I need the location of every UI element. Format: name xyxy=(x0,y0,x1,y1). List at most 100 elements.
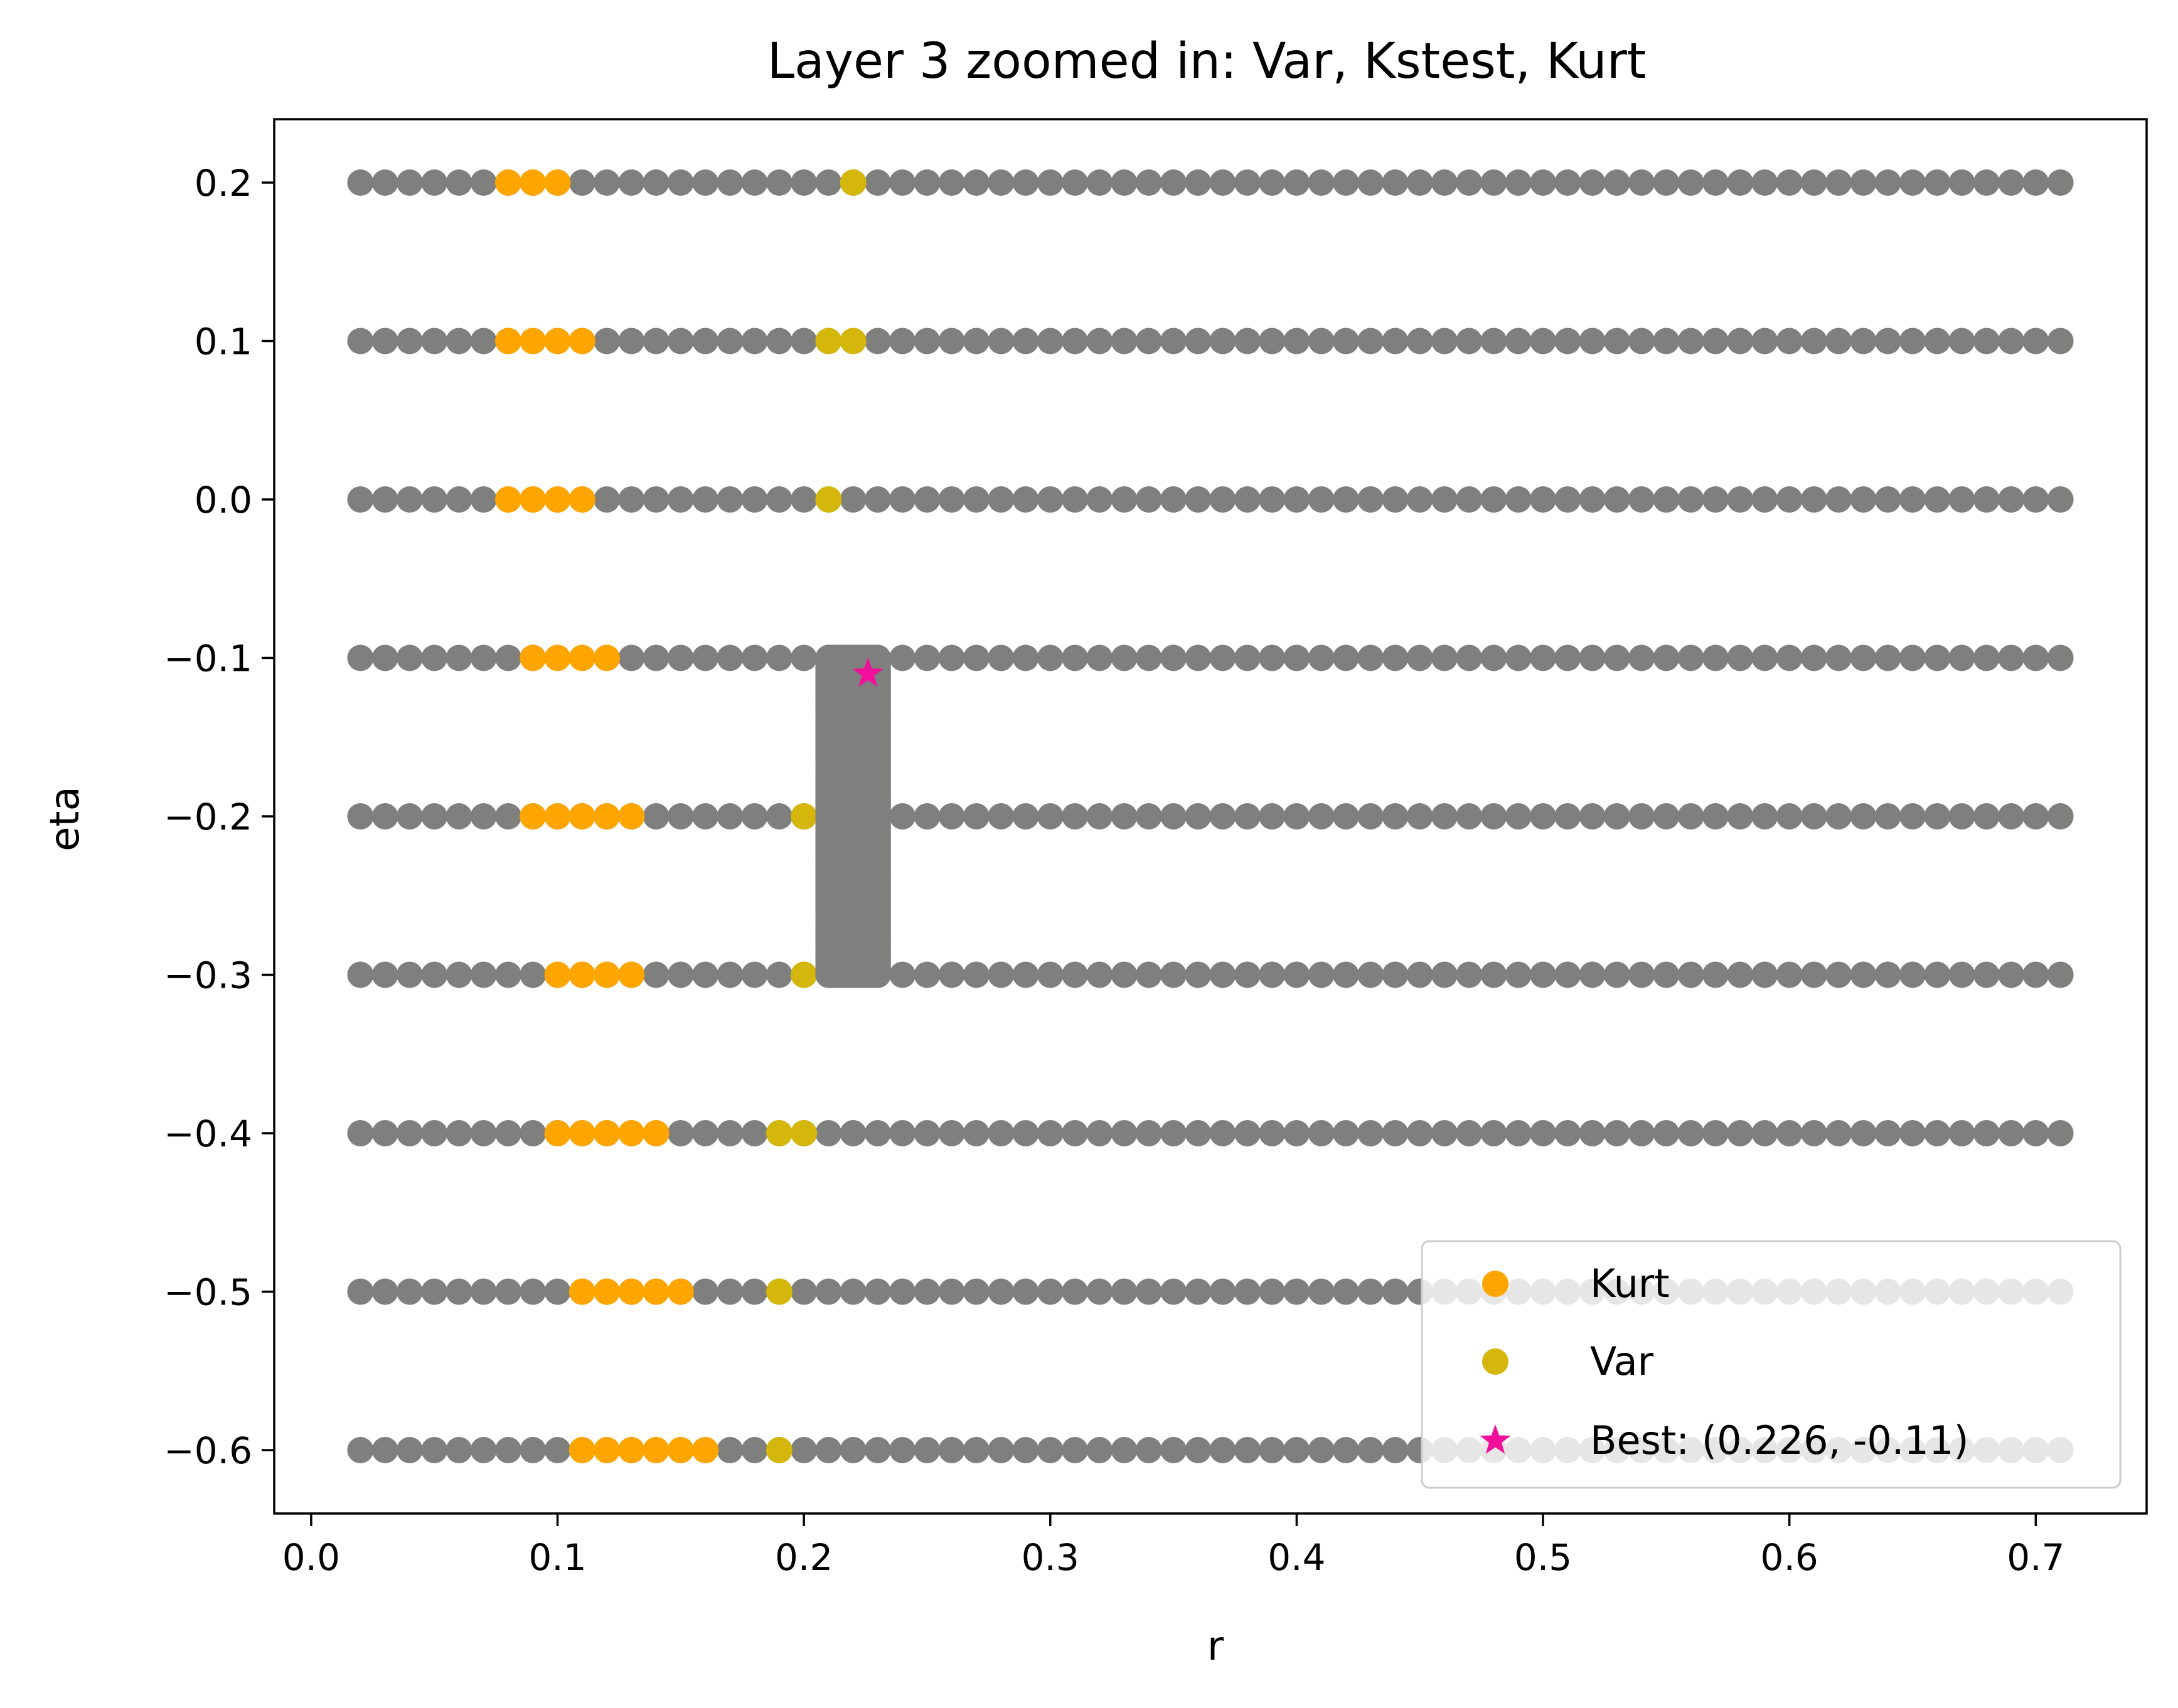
grid-point xyxy=(1308,328,1335,355)
grid-point xyxy=(1948,961,1975,988)
grid-point xyxy=(2022,328,2049,355)
legend: Kurt Var Best: (0.226, -0.11) xyxy=(1421,1240,2122,1489)
grid-point xyxy=(1234,328,1261,355)
grid-point xyxy=(1012,1437,1039,1463)
grid-point xyxy=(1948,486,1975,513)
kurt-point xyxy=(643,1437,670,1463)
grid-point xyxy=(1874,1120,1901,1146)
grid-point xyxy=(1554,169,1581,196)
grid-point xyxy=(643,328,670,355)
grid-point xyxy=(1653,169,1680,196)
grid-point xyxy=(815,169,842,196)
grid-point xyxy=(1135,1278,1162,1305)
grid-point xyxy=(988,961,1015,988)
grid-point xyxy=(1357,644,1384,671)
grid-point xyxy=(988,328,1015,355)
grid-point xyxy=(938,1120,965,1146)
grid-point xyxy=(1899,486,1926,513)
grid-point xyxy=(1111,169,1138,196)
grid-point xyxy=(1259,1278,1286,1305)
grid-point xyxy=(421,961,448,988)
grid-point xyxy=(421,169,448,196)
grid-point xyxy=(1751,961,1778,988)
chart-title: Layer 3 zoomed in: Var, Kstest, Kurt xyxy=(767,33,1647,90)
grid-point xyxy=(1382,803,1409,830)
grid-point xyxy=(2047,961,2074,988)
grid-point xyxy=(791,328,818,355)
grid-point xyxy=(1899,328,1926,355)
grid-point xyxy=(1185,644,1212,671)
grid-point xyxy=(692,328,719,355)
grid-point xyxy=(396,328,423,355)
kurt-point xyxy=(618,1437,645,1463)
grid-point xyxy=(1603,486,1630,513)
grid-point xyxy=(347,486,374,513)
grid-point xyxy=(1111,961,1138,988)
grid-point xyxy=(1505,644,1532,671)
grid-point xyxy=(1727,486,1754,513)
grid-point xyxy=(840,1120,867,1146)
grid-point xyxy=(1850,328,1877,355)
grid-point xyxy=(347,1120,374,1146)
grid-point xyxy=(1234,803,1261,830)
grid-point xyxy=(1062,328,1089,355)
grid-point xyxy=(371,1278,398,1305)
grid-point xyxy=(1160,961,1187,988)
grid-point xyxy=(421,644,448,671)
grid-point xyxy=(1530,169,1557,196)
grid-point xyxy=(1480,1120,1507,1146)
grid-point xyxy=(1111,1437,1138,1463)
grid-point xyxy=(1037,1278,1064,1305)
grid-point xyxy=(1480,169,1507,196)
grid-point xyxy=(1924,1120,1951,1146)
grid-point xyxy=(1308,644,1335,671)
grid-point xyxy=(446,961,472,988)
grid-point xyxy=(520,1437,547,1463)
grid-point xyxy=(470,1120,497,1146)
grid-point xyxy=(889,1120,916,1146)
grid-point xyxy=(963,644,990,671)
grid-point xyxy=(470,961,497,988)
grid-point xyxy=(1382,328,1409,355)
x-tick-label: 0.7 xyxy=(2007,1536,2064,1579)
grid-point xyxy=(1406,961,1433,988)
grid-point xyxy=(1185,961,1212,988)
grid-point xyxy=(1209,1120,1236,1146)
var-point xyxy=(791,803,818,830)
kurt-point xyxy=(495,328,521,355)
grid-point xyxy=(1677,961,1704,988)
grid-point xyxy=(1456,644,1483,671)
var-point xyxy=(815,486,842,513)
grid-point xyxy=(1209,169,1236,196)
grid-point xyxy=(1480,328,1507,355)
grid-point xyxy=(840,486,867,513)
grid-point xyxy=(1800,803,1827,830)
grid-point xyxy=(1037,961,1064,988)
grid-point xyxy=(667,328,694,355)
grid-point xyxy=(1751,169,1778,196)
grid-point xyxy=(1086,486,1113,513)
grid-point xyxy=(470,328,497,355)
grid-point xyxy=(1382,644,1409,671)
legend-box xyxy=(1421,1240,2122,1489)
y-tick-label: 0.1 xyxy=(195,321,252,363)
grid-point xyxy=(1800,486,1827,513)
grid-point xyxy=(988,1278,1015,1305)
kurt-point xyxy=(544,486,571,513)
grid-point xyxy=(470,486,497,513)
grid-point xyxy=(1530,486,1557,513)
grid-point xyxy=(2047,169,2074,196)
grid-point xyxy=(1948,169,1975,196)
grid-point xyxy=(938,644,965,671)
grid-point xyxy=(1456,328,1483,355)
grid-point xyxy=(1062,803,1089,830)
grid-point xyxy=(1062,1437,1089,1463)
grid-point xyxy=(1850,486,1877,513)
grid-point xyxy=(495,1120,521,1146)
grid-point xyxy=(1062,1120,1089,1146)
grid-point xyxy=(914,803,941,830)
grid-point xyxy=(889,1278,916,1305)
grid-point xyxy=(2022,803,2049,830)
grid-point xyxy=(520,1120,547,1146)
kurt-point xyxy=(618,961,645,988)
